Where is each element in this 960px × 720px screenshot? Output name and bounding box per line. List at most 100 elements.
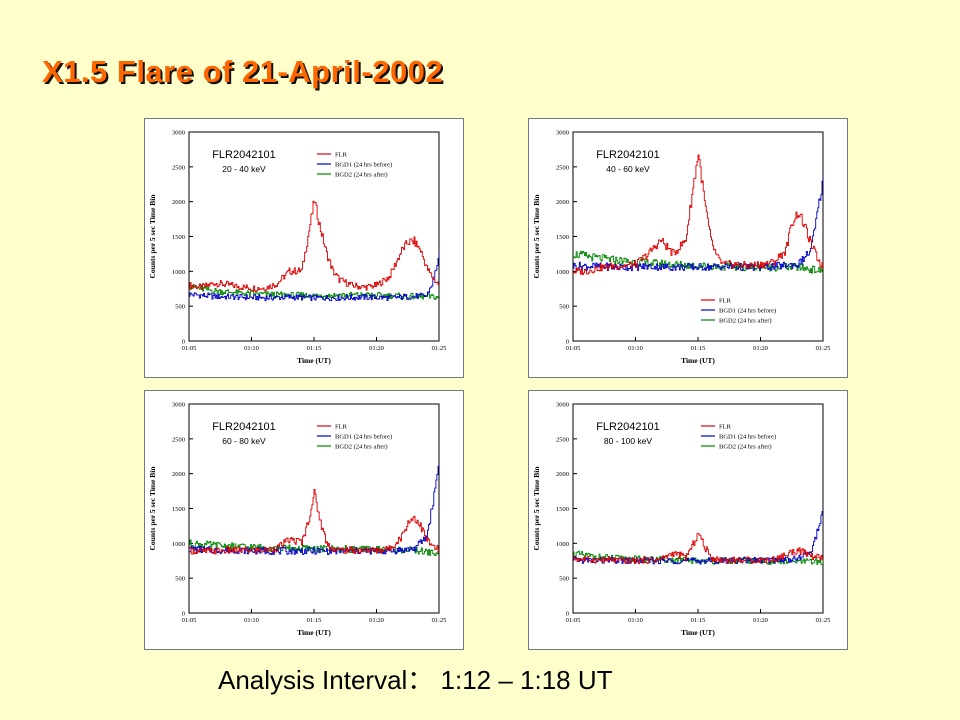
x-axis-label: Time (UT) xyxy=(681,356,715,365)
series-line-bgd2 xyxy=(189,284,439,300)
legend-entry: BGD2 (24 hrs after) xyxy=(335,172,388,179)
x-tick-label: 01:05 xyxy=(566,345,581,352)
series-line-flr xyxy=(189,488,439,555)
y-tick-label: 1500 xyxy=(556,234,569,241)
x-axis-label: Time (UT) xyxy=(297,628,331,637)
chart-legend: FLR BGD1 (24 hrs before) BGD2 (24 hrs afte… xyxy=(697,419,797,454)
detector-label-box xyxy=(201,145,287,178)
x-tick-label: 01:15 xyxy=(307,345,322,352)
y-tick-label: 500 xyxy=(559,576,569,583)
x-tick-label: 01:05 xyxy=(566,617,581,624)
chart-svg: 0 500 1000 1500 2000 2500 3000 01:05 01:10 01:15 0… xyxy=(148,402,447,638)
legend-entry: FLR xyxy=(335,424,348,431)
y-tick-label: 2500 xyxy=(556,164,569,171)
x-tick-label: 01:10 xyxy=(244,617,259,624)
detector-label: FLR2042101 xyxy=(212,149,276,161)
legend-entry: BGD1 (24 hrs before) xyxy=(335,162,392,169)
detector-label: FLR2042101 xyxy=(596,421,660,433)
y-tick-label: 500 xyxy=(175,304,185,311)
chart-panel-80-100-kev: 0 500 1000 1500 2000 2500 3000 01:05 01:10 01:15 0… xyxy=(528,390,848,650)
x-tick-label: 01:15 xyxy=(691,617,706,624)
chart-legend: FLR BGD1 (24 hrs before) BGD2 (24 hrs afte… xyxy=(313,419,413,454)
y-tick-label: 2500 xyxy=(556,436,569,443)
x-axis-label: Time (UT) xyxy=(681,628,715,637)
detector-label-box xyxy=(585,417,671,450)
x-tick-label: 01:20 xyxy=(369,617,384,624)
chart-legend: FLR BGD1 (24 hrs before) BGD2 (24 hrs afte… xyxy=(697,293,797,328)
series-line-flr xyxy=(573,154,823,276)
chart-svg: 0 500 1000 1500 2000 2500 3000 01:05 01:10 01:15 0… xyxy=(532,130,831,366)
x-tick-label: 01:05 xyxy=(182,345,197,352)
x-tick-label: 01:25 xyxy=(432,617,447,624)
detector-label: FLR2042101 xyxy=(212,421,276,433)
y-axis-label: Counts per 5 sec Time Bin xyxy=(532,466,541,551)
y-tick-label: 3000 xyxy=(172,130,185,137)
y-tick-label: 1000 xyxy=(556,269,569,276)
legend-entry: BGD2 (24 hrs after) xyxy=(335,444,388,451)
energy-range-label: 20 - 40 keV xyxy=(222,164,266,174)
y-tick-label: 2500 xyxy=(172,436,185,443)
y-tick-label: 2000 xyxy=(172,199,185,206)
x-tick-label: 01:05 xyxy=(182,617,197,624)
detector-label-box xyxy=(585,145,671,178)
x-tick-label: 01:15 xyxy=(691,345,706,352)
chart-svg: 0 500 1000 1500 2000 2500 3000 01:05 01:10 01:15 0… xyxy=(148,130,447,366)
y-tick-label: 1500 xyxy=(172,234,185,241)
y-axis-label: Counts per 5 sec Time Bin xyxy=(532,194,541,279)
slide-title: X1.5 Flare of 21-April-2002 xyxy=(42,54,444,89)
series-line-flr xyxy=(573,533,823,565)
x-tick-label: 01:25 xyxy=(432,345,447,352)
y-tick-label: 500 xyxy=(559,304,569,311)
y-tick-label: 1000 xyxy=(556,541,569,548)
energy-range-label: 60 - 80 keV xyxy=(222,436,266,446)
y-tick-label: 0 xyxy=(182,611,185,618)
y-tick-label: 2000 xyxy=(556,471,569,478)
y-tick-label: 0 xyxy=(566,611,569,618)
y-tick-label: 2000 xyxy=(172,471,185,478)
y-tick-label: 3000 xyxy=(172,402,185,409)
y-tick-label: 1000 xyxy=(172,541,185,548)
x-tick-label: 01:20 xyxy=(753,617,768,624)
y-tick-label: 0 xyxy=(566,339,569,346)
x-tick-label: 01:10 xyxy=(628,345,643,352)
legend-entry: BGD2 (24 hrs after) xyxy=(719,444,772,451)
legend-entry: FLR xyxy=(719,424,732,431)
series-line-flr xyxy=(189,200,439,292)
x-axis-label: Time (UT) xyxy=(297,356,331,365)
legend-entry: BGD1 (24 hrs before) xyxy=(719,434,776,441)
y-tick-label: 1500 xyxy=(172,506,185,513)
legend-entry: BGD2 (24 hrs after) xyxy=(719,318,772,325)
y-axis-label: Counts per 5 sec Time Bin xyxy=(148,194,157,279)
x-tick-label: 01:10 xyxy=(628,617,643,624)
y-axis-label: Counts per 5 sec Time Bin xyxy=(148,466,157,551)
x-tick-label: 01:10 xyxy=(244,345,259,352)
x-tick-label: 01:25 xyxy=(816,345,831,352)
y-tick-label: 2500 xyxy=(172,164,185,171)
chart-panel-60-80-kev: 0 500 1000 1500 2000 2500 3000 01:05 01:10 01:15 0… xyxy=(144,390,464,650)
analysis-interval-caption: Analysis Interval： 1:12 – 1:18 UT xyxy=(218,665,613,695)
chart-panel-20-40-kev: 0 500 1000 1500 2000 2500 3000 01:05 01:10 01:15 0… xyxy=(144,118,464,378)
detector-label: FLR2042101 xyxy=(596,149,660,161)
y-tick-label: 500 xyxy=(175,576,185,583)
energy-range-label: 40 - 60 keV xyxy=(606,164,650,174)
energy-range-label: 80 - 100 keV xyxy=(604,436,653,446)
chart-svg: 0 500 1000 1500 2000 2500 3000 01:05 01:10 01:15 0… xyxy=(532,402,831,638)
chart-panel-40-60-kev: 0 500 1000 1500 2000 2500 3000 01:05 01:10 01:15 0… xyxy=(528,118,848,378)
x-tick-label: 01:20 xyxy=(753,345,768,352)
chart-legend: FLR BGD1 (24 hrs before) BGD2 (24 hrs afte… xyxy=(313,147,413,182)
x-tick-label: 01:15 xyxy=(307,617,322,624)
legend-entry: FLR xyxy=(335,152,348,159)
y-tick-label: 3000 xyxy=(556,130,569,137)
legend-entry: FLR xyxy=(719,298,732,305)
series-line-bgd1 xyxy=(189,250,439,302)
y-tick-label: 2000 xyxy=(556,199,569,206)
y-tick-label: 1000 xyxy=(172,269,185,276)
y-tick-label: 1500 xyxy=(556,506,569,513)
series-line-bgd1 xyxy=(573,173,823,272)
legend-entry: BGD1 (24 hrs before) xyxy=(719,308,776,315)
x-tick-label: 01:25 xyxy=(816,617,831,624)
x-tick-label: 01:20 xyxy=(369,345,384,352)
y-tick-label: 3000 xyxy=(556,402,569,409)
legend-entry: BGD1 (24 hrs before) xyxy=(335,434,392,441)
y-tick-label: 0 xyxy=(182,339,185,346)
